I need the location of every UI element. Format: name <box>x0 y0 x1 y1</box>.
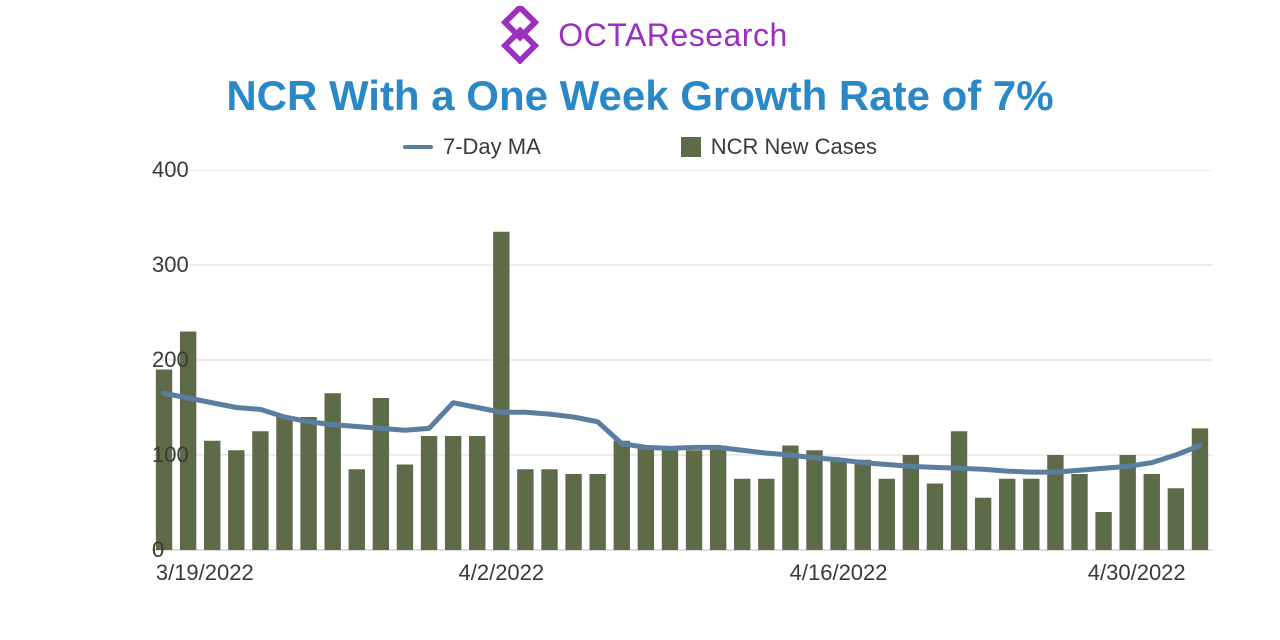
y-tick-label: 200 <box>152 347 160 373</box>
bar <box>445 436 461 550</box>
legend-item-line: 7-Day MA <box>403 134 541 160</box>
legend-item-bar: NCR New Cases <box>681 134 877 160</box>
legend: 7-Day MA NCR New Cases <box>0 134 1280 160</box>
bar <box>1095 512 1111 550</box>
bar <box>903 455 919 550</box>
bar <box>782 446 798 551</box>
bar <box>469 436 485 550</box>
x-axis-labels: 3/19/2022 4/2/2022 4/16/2022 4/30/2022 <box>60 554 1222 584</box>
bar <box>589 474 605 550</box>
y-tick-label: 300 <box>152 252 160 278</box>
bar <box>758 479 774 550</box>
bar <box>1071 474 1087 550</box>
bar <box>228 450 244 550</box>
bar <box>1144 474 1160 550</box>
bar <box>252 431 268 550</box>
y-tick-label: 100 <box>152 442 160 468</box>
bar <box>276 417 292 550</box>
bar <box>879 479 895 550</box>
bar <box>204 441 220 550</box>
bar <box>614 441 630 550</box>
bar <box>710 446 726 551</box>
brand-logo-icon <box>492 6 550 64</box>
bar <box>421 436 437 550</box>
legend-bar-swatch <box>681 137 701 157</box>
bar <box>686 450 702 550</box>
x-tick-label: 4/2/2022 <box>458 560 544 586</box>
x-tick-label: 4/16/2022 <box>790 560 888 586</box>
legend-line-label: 7-Day MA <box>443 134 541 160</box>
y-tick-label: 0 <box>152 537 160 563</box>
legend-bar-label: NCR New Cases <box>711 134 877 160</box>
bar <box>854 460 870 550</box>
bar <box>565 474 581 550</box>
bar <box>999 479 1015 550</box>
y-tick-label: 400 <box>152 157 160 183</box>
bar <box>662 450 678 550</box>
bar <box>1168 488 1184 550</box>
header: OCTAResearch <box>0 0 1280 64</box>
chart-svg <box>60 170 1222 554</box>
bar <box>300 417 316 550</box>
bar <box>734 479 750 550</box>
chart-title: NCR With a One Week Growth Rate of 7% <box>0 72 1280 120</box>
page: OCTAResearch NCR With a One Week Growth … <box>0 0 1280 640</box>
bar <box>951 431 967 550</box>
bar <box>975 498 991 550</box>
bar <box>638 446 654 551</box>
bar <box>806 450 822 550</box>
bar <box>927 484 943 551</box>
brand-name: OCTAResearch <box>558 17 787 54</box>
x-tick-label: 4/30/2022 <box>1088 560 1186 586</box>
bar <box>1023 479 1039 550</box>
chart-area: 3/19/2022 4/2/2022 4/16/2022 4/30/2022 0 100… <box>60 170 1222 584</box>
bar <box>541 469 557 550</box>
bar <box>517 469 533 550</box>
bar <box>493 232 509 550</box>
x-tick-label: 3/19/2022 <box>156 560 254 586</box>
legend-line-swatch <box>403 145 433 149</box>
bar <box>324 393 340 550</box>
bar <box>373 398 389 550</box>
bar <box>397 465 413 551</box>
ma-line <box>164 393 1200 472</box>
bar <box>830 460 846 550</box>
bar <box>349 469 365 550</box>
